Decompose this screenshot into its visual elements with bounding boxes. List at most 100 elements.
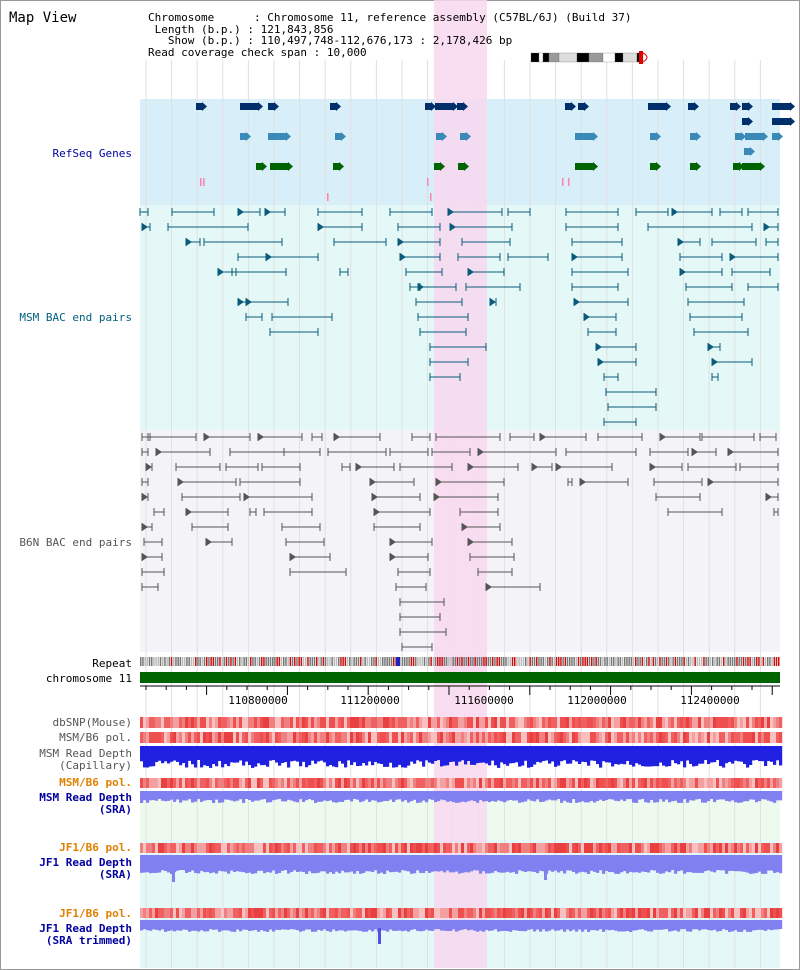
track-label-refseq[interactable]: RefSeq Genes [52, 147, 132, 160]
repeat-feature [619, 657, 622, 666]
gene-arrow [736, 102, 741, 111]
jf1-depth-trim-bar [371, 920, 375, 932]
track-label-jf1-b6-pol[interactable]: JF1/B6 pol. [59, 841, 132, 854]
jf1-b6-pol-cell [371, 843, 375, 853]
msm-b6-pol-sra-cell [653, 778, 657, 788]
dbsnp-cell [533, 717, 537, 728]
jf1-b6-pol-trim-cell [302, 908, 306, 918]
dbsnp-cell [764, 717, 768, 728]
dbsnp-cell [749, 717, 753, 728]
jf1-depth-sra-bar [191, 855, 195, 871]
track-label-dbsnp[interactable]: dbSNP(Mouse) [52, 716, 132, 729]
jf1-b6-pol-trim-cell [770, 908, 774, 918]
jf1-b6-pol-trim-cell [596, 908, 600, 918]
jf1-b6-pol-cell [617, 843, 621, 853]
msm-b6-pol-cell [584, 732, 588, 743]
msm-b6-pol-sra-cell [155, 778, 159, 788]
gene-arrow [593, 162, 598, 171]
jf1-depth-trim-bar [224, 920, 228, 931]
repeat-feature [199, 657, 201, 666]
track-label-jf1-b6-pol-trim[interactable]: JF1/B6 pol. [59, 907, 132, 920]
msm-b6-pol-cell [437, 732, 441, 743]
repeat-feature [175, 657, 177, 666]
dbsnp-cell [230, 717, 234, 728]
msm-b6-pol-cell [767, 732, 771, 743]
gene-arrow [339, 162, 344, 171]
msm-b6-pol-cell [485, 732, 489, 743]
jf1-depth-sra-bar [557, 855, 561, 873]
msm-b6-pol-sra-cell [422, 778, 426, 788]
msm-b6-pol-cell [191, 732, 195, 743]
jf1-b6-pol-cell [323, 843, 327, 853]
jf1-depth-sra-bar [776, 855, 780, 873]
repeat-feature [628, 657, 630, 666]
msm-b6-pol-sra-cell [173, 778, 177, 788]
jf1-b6-pol-cell [704, 843, 708, 853]
msm-b6-pol-sra-cell [179, 778, 183, 788]
jf1-depth-trim-bar [485, 920, 489, 930]
track-label-b6n-bac[interactable]: B6N BAC end pairs [19, 536, 132, 549]
msm-b6-pol-sra-cell [599, 778, 603, 788]
track-label-jf1-depth-trim[interactable]: JF1 Read Depth [39, 922, 132, 935]
dbsnp-cell [740, 717, 744, 728]
msm-b6-pol-cell [764, 732, 768, 743]
jf1-b6-pol-trim-cell [587, 908, 591, 918]
msm-b6-pol-cell [533, 732, 537, 743]
jf1-depth-sra-bar [362, 855, 366, 873]
msm-depth-cap-bar [779, 746, 783, 766]
jf1-depth-trim-bar [506, 920, 510, 932]
track-label-jf1-depth-sra[interactable]: JF1 Read Depth [39, 856, 132, 869]
msm-b6-pol-sra-cell [611, 778, 615, 788]
dbsnp-cell [650, 717, 654, 728]
msm-b6-pol-sra-cell [434, 778, 438, 788]
b6n-bac-pair-arrow [206, 538, 212, 546]
repeat-feature [514, 657, 516, 666]
track-label-msm-bac[interactable]: MSM BAC end pairs [19, 311, 132, 324]
repeat-feature [467, 657, 470, 666]
dbsnp-cell [371, 717, 375, 728]
dbsnp-cell [692, 717, 696, 728]
track-label-msm-depth-cap[interactable]: MSM Read Depth [39, 747, 132, 760]
repeat-feature [437, 657, 439, 666]
msm-b6-pol-sra-cell [317, 778, 321, 788]
msm-b6-pol-sra-cell [164, 778, 168, 788]
repeat-feature [456, 657, 459, 666]
chromosome-bar [140, 672, 780, 683]
dbsnp-cell [743, 717, 747, 728]
track-label-msm-b6-pol[interactable]: MSM/B6 pol. [59, 731, 132, 744]
msm-depth-cap-bar [638, 746, 642, 765]
dbsnp-cell [686, 717, 690, 728]
msm-b6-pol-cell [221, 732, 225, 743]
b6n-bac-pair-arrow [334, 433, 340, 441]
repeat-feature [481, 657, 483, 666]
msm-b6-pol-cell [254, 732, 258, 743]
msm-b6-pol-sra-cell [413, 778, 417, 788]
msm-depth-sra-bar [290, 791, 294, 801]
msm-depth-sra-bar [695, 791, 699, 800]
msm-b6-pol-cell [734, 732, 738, 743]
jf1-depth-trim-bar [419, 920, 423, 932]
track-label-msm-depth-sra[interactable]: MSM Read Depth [39, 791, 132, 804]
show-value: 110,497,748-112,676,173 : 2,178,426 bp [260, 34, 513, 47]
jf1-depth-sra-bar [341, 855, 345, 871]
repeat-feature [643, 657, 646, 666]
repeat-feature [577, 657, 580, 666]
msm-depth-sra-bar [224, 791, 228, 800]
msm-depth-cap-bar [344, 746, 348, 768]
jf1-depth-sra-bar [737, 855, 741, 872]
msm-depth-sra-bar [737, 791, 741, 803]
msm-depth-cap-bar [170, 746, 174, 762]
msm-depth-sra-bar [665, 791, 669, 800]
msm-b6-pol-sra-cell [647, 778, 651, 788]
gene-arrow [431, 102, 436, 111]
msm-depth-sra-bar [383, 791, 387, 801]
jf1-depth-trim-bar [254, 920, 258, 931]
repeat-feature [764, 657, 767, 666]
msm-b6-pol-sra-cell [170, 778, 174, 788]
jf1-b6-pol-cell [776, 843, 780, 853]
jf1-depth-trim-bar [602, 920, 606, 932]
track-label-msm-b6-pol-sra[interactable]: MSM/B6 pol. [59, 776, 132, 789]
gene-mark [203, 178, 205, 186]
repeat-feature [443, 657, 446, 666]
